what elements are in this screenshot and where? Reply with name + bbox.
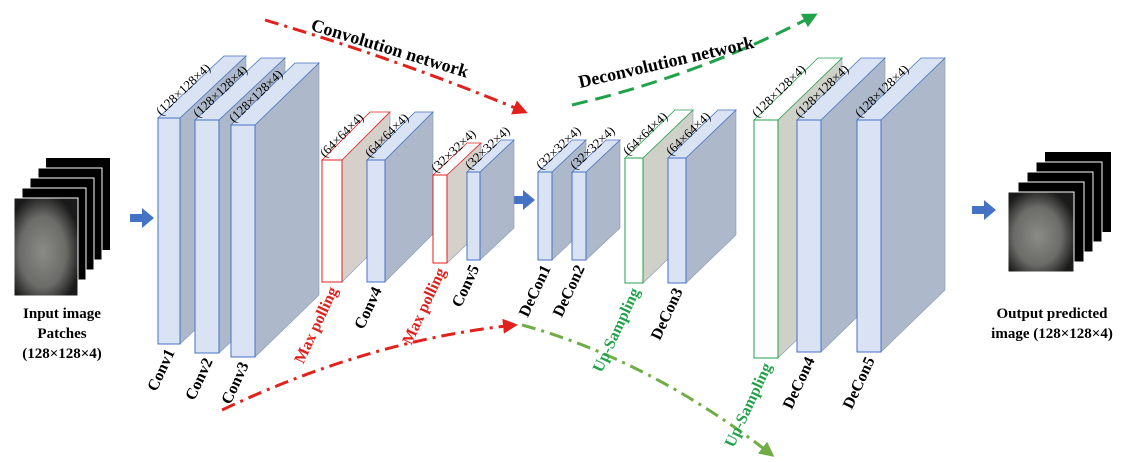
flow-arrow (511, 190, 535, 210)
input-images (14, 158, 110, 296)
input-caption: Patches (37, 326, 86, 342)
layer-name: Conv5 (449, 263, 483, 310)
layer-name: DeCon4 (780, 355, 819, 412)
flow-arrow (972, 200, 996, 220)
block-front (797, 120, 821, 352)
layer-name: DeCon5 (840, 355, 879, 412)
block-front (322, 160, 342, 282)
block-front (467, 172, 480, 260)
layers: (128×128×4)Conv1(128×128×4)Conv2(128×128… (144, 56, 945, 450)
conv-title: Convolution network (309, 15, 471, 82)
output-images (1008, 152, 1111, 272)
output-caption: image (128×128×4) (991, 326, 1113, 342)
block-front (231, 125, 255, 357)
block-front (195, 120, 219, 353)
block-front (625, 158, 643, 283)
layer-name: Up-Sampling (590, 286, 644, 375)
layer-name: Conv4 (351, 285, 385, 332)
block-front (433, 175, 447, 263)
flow-arrow (130, 208, 154, 228)
block-front (572, 172, 586, 260)
layer-name: DeCon1 (516, 263, 555, 320)
input-caption: (128×128×4) (22, 346, 102, 362)
block-front (857, 120, 881, 352)
layer-name: Conv2 (182, 356, 216, 403)
block-front (754, 120, 778, 358)
input-caption: Input image (23, 306, 101, 322)
deconv-title: Deconvolution network (576, 32, 755, 92)
block-front (668, 158, 686, 283)
block-front (538, 172, 552, 260)
layer-name: Conv3 (218, 360, 252, 407)
block-front (158, 118, 180, 344)
layer-name: DeCon3 (648, 286, 687, 343)
diagram: Convolution network Deconvolution networ… (0, 0, 1132, 462)
block-front (367, 160, 385, 282)
layer-name: Conv1 (144, 347, 178, 394)
output-caption: Output predicted (997, 306, 1109, 322)
layer-name: DeCon2 (550, 263, 589, 320)
